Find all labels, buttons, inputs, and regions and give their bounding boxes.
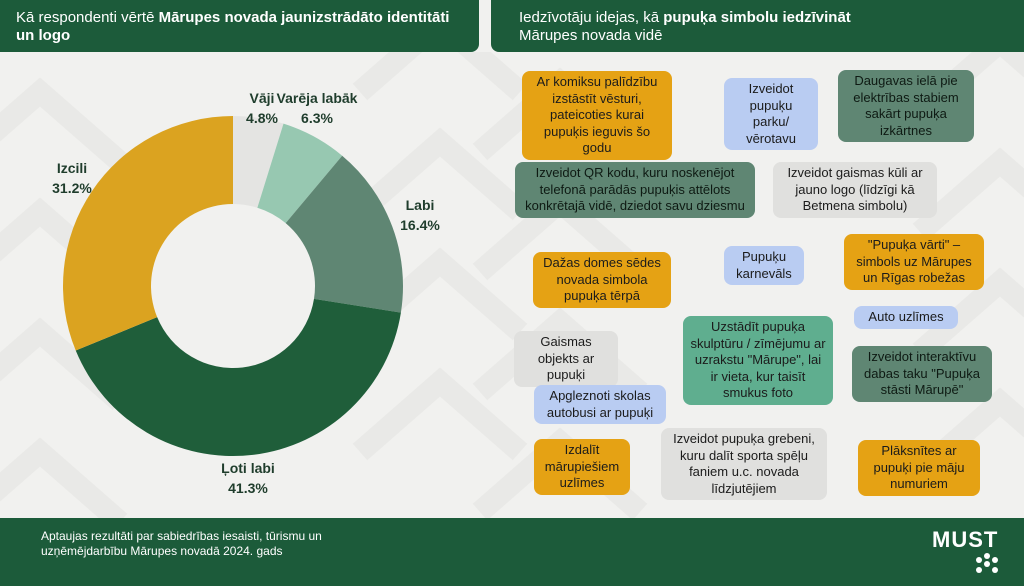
- idea-tag: Izveidot QR kodu, kuru noskenējot telefo…: [515, 162, 755, 218]
- donut-slice-3: [285, 155, 403, 313]
- footer-text: Aptaujas rezultāti par sabiedrības iesai…: [41, 529, 322, 558]
- slice-category-label: Varēja labāk: [277, 90, 358, 106]
- idea-tag: Izveidot gaismas kūli ar jauno logo (līd…: [773, 162, 937, 218]
- idea-tag: Dažas domes sēdes novada simbola pupuķa …: [533, 252, 671, 308]
- must-logo: MUST: [932, 527, 998, 573]
- idea-tag: Izdalīt mārupiešiem uzlīmes: [534, 439, 630, 495]
- idea-tag: Apgleznoti skolas autobusi ar pupuķi: [534, 385, 666, 424]
- slice-value-label: 41.3%: [228, 480, 268, 496]
- ideas-header: Iedzīvotāju idejas, kā pupuķa simbolu ie…: [491, 0, 1024, 52]
- slice-category-label: Vāji: [250, 90, 275, 106]
- donut-slice-2: [257, 123, 343, 224]
- idea-tag: Gaismas objekts ar pupuķi: [514, 331, 618, 387]
- slice-value-label: 4.8%: [246, 110, 278, 126]
- idea-tag: Uzstādīt pupuķa skulptūru / zīmējumu ar …: [683, 316, 833, 405]
- donut-chart: Vāji 4.8% Varēja labāk 6.3% Labi 16.4% Ļoti la…: [52, 90, 440, 496]
- slice-value-label: 6.3%: [301, 110, 333, 126]
- slice-value-label: 16.4%: [400, 217, 440, 233]
- chart-title-bold: Mārupes novada jaunizstrādāto identitāti…: [16, 9, 450, 44]
- idea-tag: Izveidot pupuķu parku/ vērotavu: [724, 78, 818, 150]
- chart-title-regular: Kā respondenti vērtē: [16, 9, 159, 26]
- logo-text: MUST: [932, 527, 998, 552]
- idea-tag: Daugavas ielā pie elektrības stabiem sak…: [838, 70, 974, 142]
- slice-category-label: Ļoti labi: [221, 460, 275, 476]
- donut-slice-5: [63, 116, 233, 351]
- slice-category-label: Izcili: [57, 160, 87, 176]
- donut-slice-1: [233, 116, 284, 208]
- footer: Aptaujas rezultāti par sabiedrības iesai…: [0, 518, 1024, 586]
- ideas-title-regular: Iedzīvotāju idejas, kā: [519, 9, 664, 26]
- idea-tag: Pupuķu karnevāls: [724, 246, 804, 285]
- ideas-title-bold: pupuķa simbolu iedzīvināt: [663, 9, 851, 26]
- donut-slice-4: [75, 298, 401, 456]
- idea-tag: Auto uzlīmes: [854, 306, 958, 329]
- chart-header: Kā respondenti vērtē Mārupes novada jaun…: [0, 0, 479, 52]
- idea-tag: Izveidot interaktīvu dabas taku "Pupuķa …: [852, 346, 992, 402]
- idea-tag: Plāksnītes ar pupuķi pie māju numuriem: [858, 440, 980, 496]
- slice-category-label: Labi: [406, 197, 435, 213]
- idea-tag: Ar komiksu palīdzību izstāstīt vēsturi, …: [522, 71, 672, 160]
- slice-value-label: 31.2%: [52, 180, 92, 196]
- idea-tag: "Pupuķa vārti" – simbols uz Mārupes un R…: [844, 234, 984, 290]
- idea-tag: Izveidot pupuķa grebeni, kuru dalīt spor…: [661, 428, 827, 500]
- ideas-title-line2: Mārupes novada vidē: [519, 27, 663, 44]
